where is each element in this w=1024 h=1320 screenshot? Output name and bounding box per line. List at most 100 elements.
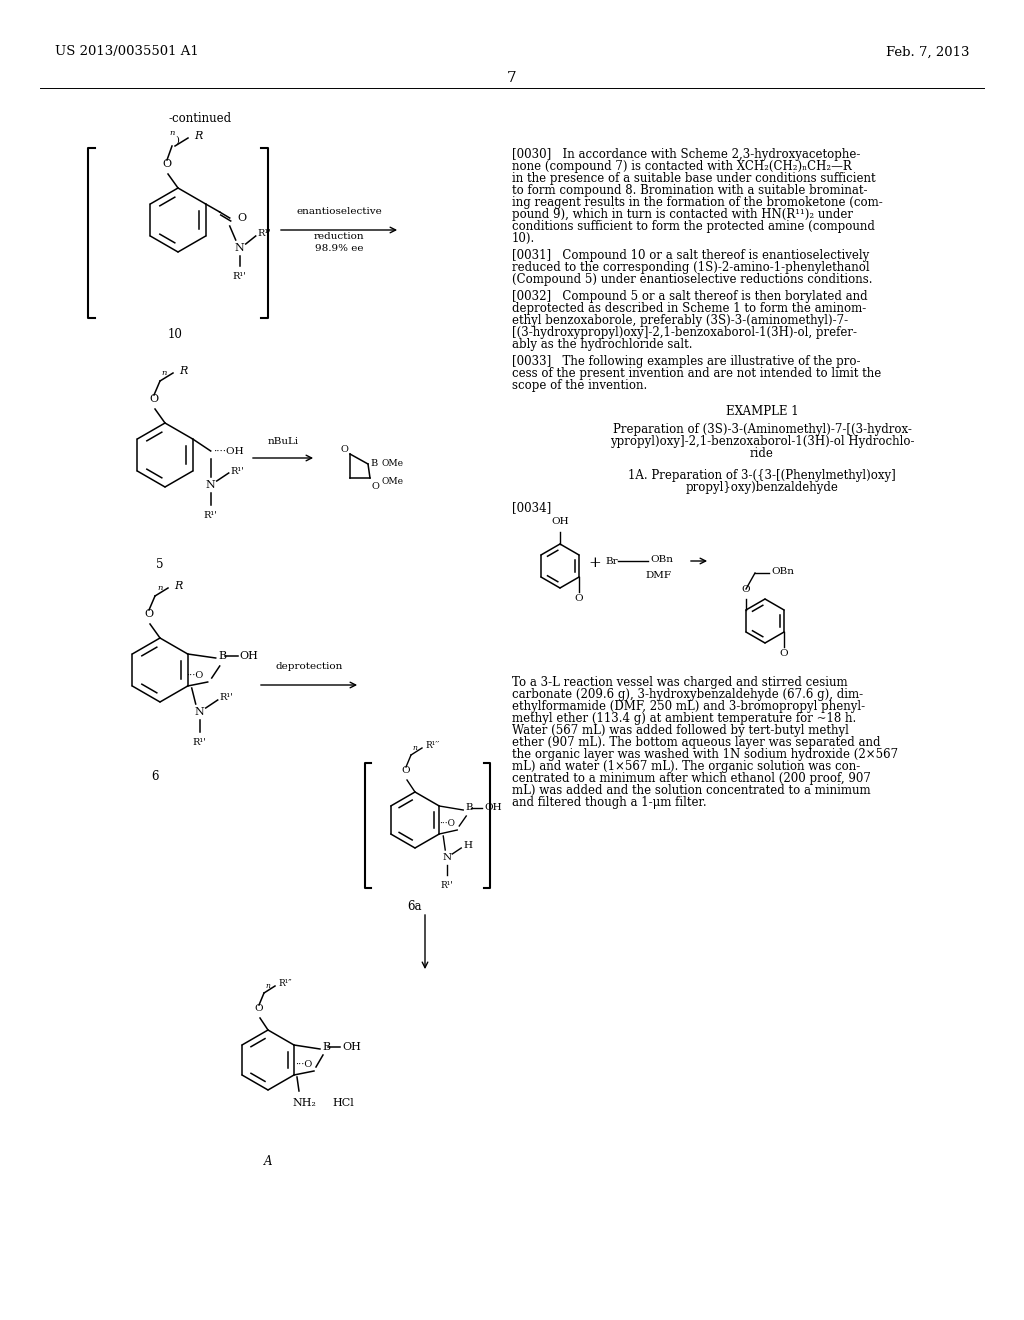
Text: O: O — [574, 594, 584, 603]
Text: 5: 5 — [157, 558, 164, 572]
Text: OH: OH — [484, 804, 502, 813]
Text: -continued: -continued — [168, 111, 231, 124]
Text: To a 3-L reaction vessel was charged and stirred cesium: To a 3-L reaction vessel was charged and… — [512, 676, 848, 689]
Text: scope of the invention.: scope of the invention. — [512, 379, 647, 392]
Text: R: R — [179, 366, 187, 376]
Text: O: O — [741, 585, 751, 594]
Text: ···O: ···O — [186, 671, 204, 680]
Text: OBn: OBn — [650, 554, 673, 564]
Text: Feb. 7, 2013: Feb. 7, 2013 — [887, 45, 970, 58]
Text: DMF: DMF — [645, 572, 671, 581]
Text: N: N — [195, 708, 205, 717]
Text: 10: 10 — [168, 327, 182, 341]
Text: B: B — [370, 459, 377, 469]
Text: ethyl benzoxaborole, preferably (3S)-3-(aminomethyl)-7-: ethyl benzoxaborole, preferably (3S)-3-(… — [512, 314, 848, 327]
Text: n: n — [265, 982, 270, 990]
Text: R¹': R¹' — [258, 230, 271, 239]
Text: 6a: 6a — [408, 900, 422, 913]
Text: cess of the present invention and are not intended to limit the: cess of the present invention and are no… — [512, 367, 882, 380]
Text: [(3-hydroxypropyl)oxy]-2,1-benzoxaborol-1(3H)-ol, prefer-: [(3-hydroxypropyl)oxy]-2,1-benzoxaborol-… — [512, 326, 857, 339]
Text: R¹″: R¹″ — [278, 979, 292, 989]
Text: EXAMPLE 1: EXAMPLE 1 — [726, 405, 799, 418]
Text: ): ) — [175, 136, 179, 144]
Text: R: R — [174, 581, 182, 591]
Text: Water (567 mL) was added followed by tert-butyl methyl: Water (567 mL) was added followed by ter… — [512, 723, 849, 737]
Text: B: B — [219, 651, 227, 661]
Text: Preparation of (3S)-3-(Aminomethyl)-7-[(3-hydrox-: Preparation of (3S)-3-(Aminomethyl)-7-[(… — [612, 422, 911, 436]
Text: to form compound 8. Bromination with a suitable brominat-: to form compound 8. Bromination with a s… — [512, 183, 867, 197]
Text: O: O — [401, 766, 411, 775]
Text: in the presence of a suitable base under conditions sufficient: in the presence of a suitable base under… — [512, 172, 876, 185]
Text: ether (907 mL). The bottom aqueous layer was separated and: ether (907 mL). The bottom aqueous layer… — [512, 737, 881, 748]
Text: R¹': R¹' — [220, 693, 233, 702]
Text: NH₂: NH₂ — [292, 1098, 316, 1107]
Text: reduced to the corresponding (1S)-2-amino-1-phenylethanol: reduced to the corresponding (1S)-2-amin… — [512, 261, 869, 275]
Text: ride: ride — [750, 447, 774, 459]
Text: OBn: OBn — [771, 566, 794, 576]
Text: Br: Br — [605, 557, 617, 565]
Text: none (compound 7) is contacted with XCH₂(CH₂)ₙCH₂—R: none (compound 7) is contacted with XCH₂… — [512, 160, 852, 173]
Text: n: n — [169, 129, 175, 137]
Text: enantioselective: enantioselective — [296, 207, 382, 216]
Text: N: N — [206, 480, 216, 490]
Text: O: O — [779, 649, 788, 657]
Text: O: O — [163, 158, 172, 169]
Text: 6: 6 — [152, 770, 159, 783]
Text: R¹': R¹' — [193, 738, 207, 747]
Text: A: A — [264, 1155, 272, 1168]
Text: B: B — [465, 804, 473, 813]
Text: OH: OH — [551, 517, 568, 525]
Text: conditions sufficient to form the protected amine (compound: conditions sufficient to form the protec… — [512, 220, 874, 234]
Text: ····OH: ····OH — [213, 446, 244, 455]
Text: R¹′′: R¹′′ — [425, 742, 439, 751]
Text: [0034]: [0034] — [512, 502, 551, 513]
Text: methyl ether (113.4 g) at ambient temperature for ~18 h.: methyl ether (113.4 g) at ambient temper… — [512, 711, 856, 725]
Text: and filtered though a 1-μm filter.: and filtered though a 1-μm filter. — [512, 796, 707, 809]
Text: carbonate (209.6 g), 3-hydroxybenzaldehyde (67.6 g), dim-: carbonate (209.6 g), 3-hydroxybenzaldehy… — [512, 688, 863, 701]
Text: N: N — [234, 243, 245, 253]
Text: US 2013/0035501 A1: US 2013/0035501 A1 — [55, 45, 199, 58]
Text: ···O: ···O — [295, 1060, 312, 1069]
Text: OMe: OMe — [382, 459, 404, 469]
Text: OH: OH — [240, 651, 259, 661]
Text: B: B — [322, 1041, 330, 1052]
Text: ···O: ···O — [439, 818, 456, 828]
Text: R¹': R¹' — [230, 466, 245, 475]
Text: [0032]   Compound 5 or a salt thereof is then borylated and: [0032] Compound 5 or a salt thereof is t… — [512, 290, 867, 304]
Text: R: R — [194, 131, 203, 141]
Text: OH: OH — [342, 1041, 360, 1052]
Text: deprotection: deprotection — [275, 663, 343, 671]
Text: (Compound 5) under enantioselective reductions conditions.: (Compound 5) under enantioselective redu… — [512, 273, 872, 286]
Text: ably as the hydrochloride salt.: ably as the hydrochloride salt. — [512, 338, 692, 351]
Text: OMe: OMe — [382, 478, 404, 487]
Text: R¹': R¹' — [232, 272, 247, 281]
Text: pound 9), which in turn is contacted with HN(R¹¹)₂ under: pound 9), which in turn is contacted wit… — [512, 209, 853, 220]
Text: ing reagent results in the formation of the bromoketone (com-: ing reagent results in the formation of … — [512, 195, 883, 209]
Text: O: O — [372, 482, 380, 491]
Text: ypropyl)oxy]-2,1-benzoxaborol-1(3H)-ol Hydrochlo-: ypropyl)oxy]-2,1-benzoxaborol-1(3H)-ol H… — [609, 436, 914, 447]
Text: O: O — [150, 393, 159, 404]
Text: n: n — [413, 744, 418, 752]
Text: HCl: HCl — [332, 1098, 353, 1107]
Text: 1A. Preparation of 3-({3-[(Phenylmethyl)oxy]: 1A. Preparation of 3-({3-[(Phenylmethyl)… — [628, 469, 896, 482]
Text: [0030]   In accordance with Scheme 2,3-hydroxyacetophe-: [0030] In accordance with Scheme 2,3-hyd… — [512, 148, 860, 161]
Text: propyl}oxy)benzaldehyde: propyl}oxy)benzaldehyde — [685, 480, 839, 494]
Text: O: O — [238, 213, 247, 223]
Text: n: n — [158, 583, 163, 591]
Text: O: O — [144, 609, 154, 619]
Text: 7: 7 — [507, 71, 517, 84]
Text: O: O — [340, 446, 348, 454]
Text: ethylformamide (DMF, 250 mL) and 3-bromopropyl phenyl-: ethylformamide (DMF, 250 mL) and 3-bromo… — [512, 700, 865, 713]
Text: n: n — [162, 370, 167, 378]
Text: 98.9% ee: 98.9% ee — [314, 244, 364, 253]
Text: the organic layer was washed with 1N sodium hydroxide (2×567: the organic layer was washed with 1N sod… — [512, 748, 898, 762]
Text: 10).: 10). — [512, 232, 536, 246]
Text: nBuLi: nBuLi — [267, 437, 299, 446]
Text: [0031]   Compound 10 or a salt thereof is enantioselectively: [0031] Compound 10 or a salt thereof is … — [512, 249, 869, 261]
Text: +: + — [589, 556, 601, 570]
Text: R¹': R¹' — [441, 880, 454, 890]
Text: reduction: reduction — [313, 232, 365, 242]
Text: O: O — [255, 1005, 263, 1012]
Text: H: H — [463, 842, 472, 850]
Text: [0033]   The following examples are illustrative of the pro-: [0033] The following examples are illust… — [512, 355, 860, 368]
